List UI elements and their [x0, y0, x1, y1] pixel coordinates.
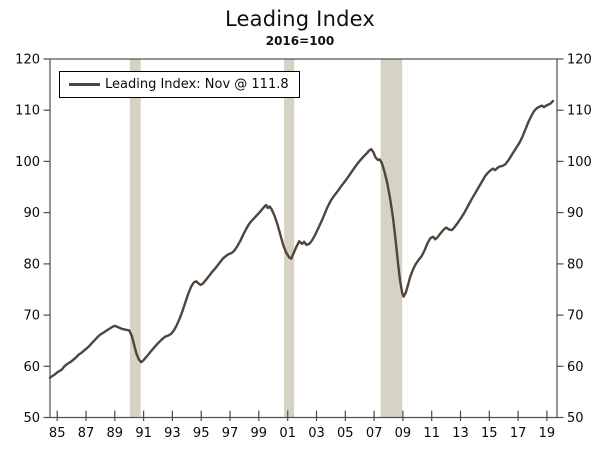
- x-axis-label: 07: [366, 426, 383, 441]
- x-axis-label: 01: [279, 426, 296, 441]
- y-axis-label-left: 50: [23, 411, 40, 426]
- y-axis-label-left: 100: [15, 155, 40, 170]
- chart-subtitle: 2016=100: [265, 34, 335, 48]
- y-axis-label-left: 110: [15, 104, 40, 119]
- recession-band: [380, 59, 403, 418]
- y-axis-label-right: 50: [567, 411, 584, 426]
- x-axis-label: 93: [164, 426, 181, 441]
- y-axis-label-right: 90: [567, 206, 584, 221]
- y-axis-label-right: 70: [567, 309, 584, 324]
- recession-band: [129, 59, 141, 418]
- x-axis-label: 89: [107, 426, 124, 441]
- recession-band: [284, 59, 295, 418]
- series-line: [48, 99, 555, 379]
- y-axis-label-right: 60: [567, 360, 584, 375]
- x-axis-label: 11: [423, 426, 440, 441]
- chart-title: Leading Index: [224, 7, 375, 31]
- x-axis-label: 05: [337, 426, 354, 441]
- x-axis-label: 15: [481, 426, 498, 441]
- y-axis-label-left: 120: [15, 53, 40, 68]
- x-axis-label: 91: [135, 426, 152, 441]
- x-axis-label: 17: [510, 426, 527, 441]
- x-axis-label: 97: [222, 426, 239, 441]
- x-axis-label: 19: [539, 426, 556, 441]
- y-axis-label-left: 60: [23, 360, 40, 375]
- x-axis-label: 95: [193, 426, 210, 441]
- y-axis-label-right: 120: [567, 53, 592, 68]
- x-axis-label: 09: [395, 426, 412, 441]
- y-axis-label-left: 80: [23, 257, 40, 272]
- x-axis-label: 13: [452, 426, 469, 441]
- y-axis-label-right: 100: [567, 155, 592, 170]
- y-axis-label-right: 80: [567, 257, 584, 272]
- x-axis-label: 85: [49, 426, 66, 441]
- legend-line-swatch: [69, 83, 100, 86]
- plot-frame: [49, 58, 558, 419]
- x-axis-label: 99: [251, 426, 268, 441]
- legend-label: Leading Index: Nov @ 111.8: [105, 77, 289, 92]
- y-axis-label-right: 110: [567, 104, 592, 119]
- y-axis-label-left: 90: [23, 206, 40, 221]
- x-axis-label: 03: [308, 426, 325, 441]
- x-axis-label: 87: [78, 426, 95, 441]
- legend: Leading Index: Nov @ 111.8: [59, 71, 300, 98]
- y-axis-label-left: 70: [23, 309, 40, 324]
